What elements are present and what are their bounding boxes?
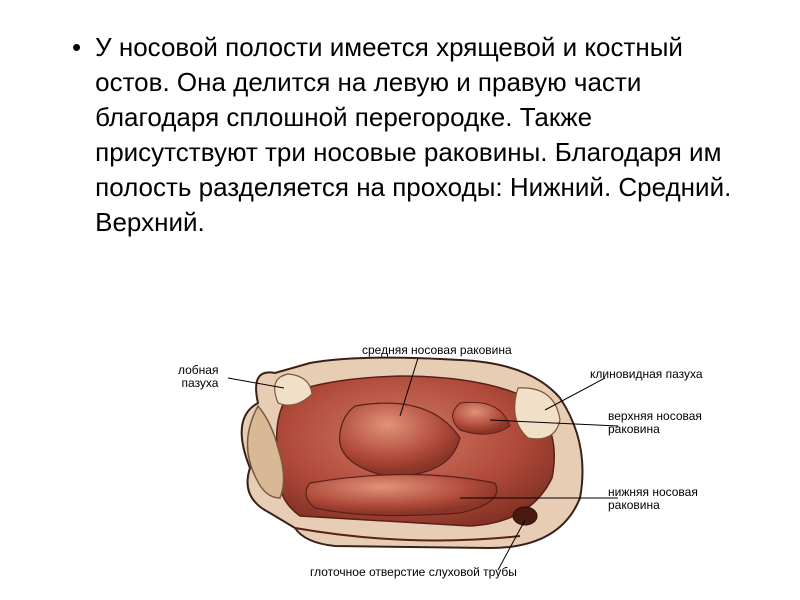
inferior-concha-shape	[306, 475, 497, 516]
bullet-dot: •	[72, 30, 81, 65]
paragraph-text: У носовой полости имеется хрящевой и кос…	[95, 30, 752, 241]
label-eustachian: глоточное отверстие слуховой трубы	[310, 566, 517, 579]
eustachian-opening-shape	[513, 507, 537, 525]
label-frontal-sinus: лобная пазуха	[178, 364, 218, 389]
diagram-svg	[160, 348, 720, 588]
label-middle-concha: средняя носовая раковина	[362, 344, 512, 357]
label-sphenoid-sinus: клиновидная пазуха	[590, 368, 703, 381]
label-superior-concha: верхняя носовая раковина	[608, 410, 702, 435]
bullet-item: • У носовой полости имеется хрящевой и к…	[72, 30, 752, 241]
main-text-block: • У носовой полости имеется хрящевой и к…	[0, 0, 800, 251]
label-inferior-concha: нижняя носовая раковина	[608, 486, 698, 511]
nasal-cavity-diagram: лобная пазуха средняя носовая раковина к…	[160, 348, 720, 588]
